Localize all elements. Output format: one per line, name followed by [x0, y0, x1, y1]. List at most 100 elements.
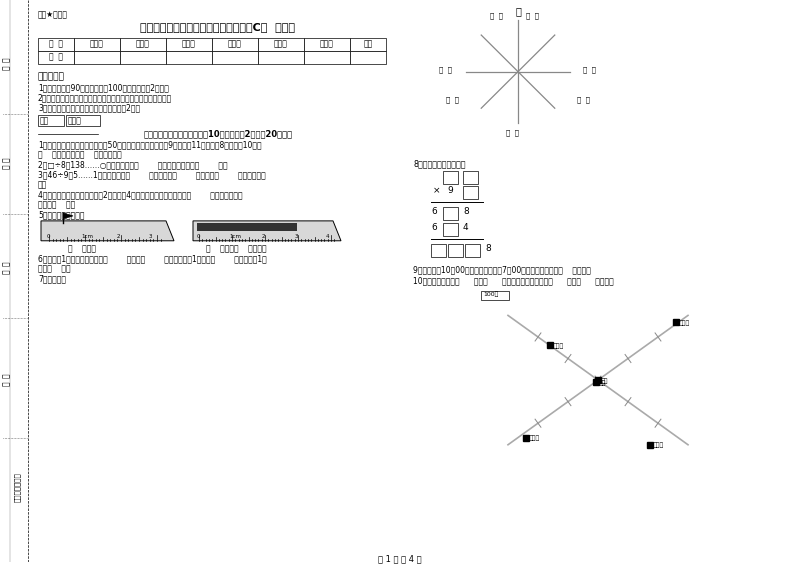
Text: 得  分: 得 分	[49, 52, 63, 61]
Bar	[448, 244, 463, 257]
Text: 学: 学	[2, 58, 10, 62]
Bar	[38, 115, 64, 127]
Text: 评卷人: 评卷人	[68, 116, 82, 125]
Text: 填空题: 填空题	[90, 40, 104, 48]
Text: 4、劳动课上做纸花，红红做了2朵纸花，4朵蓝花，红花占纸花总数的（        ），蓝花占纸花: 4、劳动课上做纸花，红红做了2朵纸花，4朵蓝花，红花占纸花总数的（ ），蓝花占纸…	[38, 190, 242, 199]
Text: 一、用心思考，正确填空（共10小题，每题2分，共20分）。: 一、用心思考，正确填空（共10小题，每题2分，共20分）。	[143, 129, 293, 138]
Bar	[431, 244, 446, 257]
Bar	[443, 171, 458, 184]
Text: 4: 4	[463, 223, 469, 232]
Text: 1、体育老师对第一小组同学进行50米跑测试，成绩如下小红9秒，小温11秒，小明8秒，小军10秒，: 1、体育老师对第一小组同学进行50米跑测试，成绩如下小红9秒，小温11秒，小明8…	[38, 140, 262, 149]
Text: （  ）: （ ）	[577, 97, 590, 103]
Bar	[304, 38, 350, 51]
Text: 6、分针走1小格，秒针正好走（        ），是（        ）秒，分针走1大格是（        ），时针走1大: 6、分针走1小格，秒针正好走（ ），是（ ）秒，分针走1大格是（ ），时针走1大	[38, 255, 266, 264]
Text: （  ）: （ ）	[446, 97, 459, 103]
Text: 格是（    ）。: 格是（ ）。	[38, 264, 70, 273]
Text: 3: 3	[295, 234, 298, 239]
Bar	[443, 223, 458, 236]
Bar	[463, 186, 478, 199]
Text: 0: 0	[197, 234, 201, 239]
Text: 题  号: 题 号	[49, 40, 63, 48]
Text: ）。: ）。	[38, 180, 47, 189]
Text: 3: 3	[149, 234, 153, 239]
Text: 北: 北	[515, 6, 521, 16]
Text: 学: 学	[2, 374, 10, 379]
Text: （    ）跑得最快，（    ）跑得最慢。: （ ）跑得最快，（ ）跑得最慢。	[38, 150, 122, 159]
Text: （  ）: （ ）	[583, 67, 596, 73]
Text: 5、量出钉子的长度。: 5、量出钉子的长度。	[38, 210, 85, 219]
Text: 10、小红家在学校（      ）方（      ）米处，小明家在学校（      ）方（      ）米处。: 10、小红家在学校（ ）方（ ）米处，小明家在学校（ ）方（ ）米处。	[413, 277, 614, 285]
Text: 2、请首先按要求在试卷的指定位置填写您的姓名、班级、学号。: 2、请首先按要求在试卷的指定位置填写您的姓名、班级、学号。	[38, 94, 172, 102]
Bar	[120, 38, 166, 51]
Text: 7、填一填。: 7、填一填。	[38, 275, 66, 284]
Text: 100米: 100米	[483, 292, 498, 297]
Text: 8: 8	[485, 244, 490, 253]
Polygon shape	[41, 221, 174, 241]
Bar	[465, 244, 480, 257]
Bar	[258, 38, 304, 51]
Bar	[463, 171, 478, 184]
Bar	[38, 38, 74, 51]
Bar	[350, 38, 386, 51]
Text: 总数的（    ）。: 总数的（ ）。	[38, 200, 75, 209]
Text: 江西版三年级数学下学期开学检测试卷C卷  附解析: 江西版三年级数学下学期开学检测试卷C卷 附解析	[141, 22, 295, 32]
Bar	[166, 51, 212, 64]
Text: 2: 2	[117, 234, 121, 239]
Text: 应用题: 应用题	[320, 40, 334, 48]
Text: 6: 6	[431, 207, 437, 216]
Text: 总分: 总分	[363, 40, 373, 48]
Text: 8: 8	[463, 207, 469, 216]
Text: （  ）: （ ）	[506, 129, 519, 136]
Bar	[443, 207, 458, 220]
Bar	[481, 290, 509, 301]
Text: 9、小林晚上10：00睡觉，第二天早上7：00起床，他一共睡了（    ）小时。: 9、小林晚上10：00睡觉，第二天早上7：00起床，他一共睡了（ ）小时。	[413, 266, 591, 275]
Text: （    ）厘米（    ）毫米。: （ ）厘米（ ）毫米。	[206, 245, 266, 254]
Bar	[38, 51, 74, 64]
Text: （  ）: （ ）	[490, 12, 503, 19]
Bar	[350, 51, 386, 64]
Text: 计算题: 计算题	[228, 40, 242, 48]
Text: 得分: 得分	[40, 116, 50, 125]
Text: ×: ×	[433, 186, 441, 195]
Text: 判断题: 判断题	[182, 40, 196, 48]
Text: 1cm: 1cm	[229, 234, 241, 239]
Text: 小明家: 小明家	[653, 443, 664, 449]
Text: （    ）毫米: （ ）毫米	[68, 245, 96, 254]
Text: 小明家: 小明家	[529, 436, 540, 441]
Text: （  ）: （ ）	[526, 12, 539, 19]
Text: 3、不要在试卷上乱写乱画，卷面不整洁扣2分。: 3、不要在试卷上乱写乱画，卷面不整洁扣2分。	[38, 103, 140, 112]
Text: 装订线（密封）: 装订线（密封）	[14, 473, 20, 502]
Text: 1cm: 1cm	[81, 234, 93, 239]
Text: 绝密★启用前: 绝密★启用前	[38, 10, 68, 19]
Bar	[166, 38, 212, 51]
Polygon shape	[63, 213, 73, 219]
Text: 0: 0	[47, 234, 50, 239]
Text: 小明家: 小明家	[679, 320, 690, 326]
Text: 6: 6	[431, 223, 437, 232]
Text: 第 1 页 共 4 页: 第 1 页 共 4 页	[378, 554, 422, 563]
Text: 综合题: 综合题	[274, 40, 288, 48]
Text: 1、考试时间：90分钟，满分为100分（含卷面分2分）。: 1、考试时间：90分钟，满分为100分（含卷面分2分）。	[38, 84, 169, 93]
Text: 号: 号	[2, 66, 10, 70]
Text: 学校: 学校	[599, 380, 606, 386]
Text: 级: 级	[2, 165, 10, 170]
Text: （  ）: （ ）	[439, 67, 452, 73]
Bar	[304, 51, 350, 64]
Bar	[74, 51, 120, 64]
Text: 2: 2	[262, 234, 266, 239]
Bar	[74, 38, 120, 51]
Text: 班: 班	[2, 157, 10, 162]
Bar	[197, 223, 297, 231]
Bar	[66, 115, 100, 127]
Text: 姓: 姓	[2, 262, 10, 266]
Bar	[258, 51, 304, 64]
Text: 3、46÷9＝5……1中，被除数是（        ），除数是（        ），商是（        ），余数是（: 3、46÷9＝5……1中，被除数是（ ），除数是（ ），商是（ ），余数是（	[38, 170, 266, 179]
Text: 选择题: 选择题	[136, 40, 150, 48]
Polygon shape	[193, 221, 341, 241]
Bar	[120, 51, 166, 64]
Text: 小红家: 小红家	[553, 344, 564, 349]
Text: 学校: 学校	[601, 378, 609, 384]
Text: 校: 校	[2, 382, 10, 386]
Text: 8、在里填上适当的数。: 8、在里填上适当的数。	[413, 159, 466, 168]
Text: 2、□÷8＝138……○，余数最大填（        ），这时被除数是（        ）。: 2、□÷8＝138……○，余数最大填（ ），这时被除数是（ ）。	[38, 160, 228, 169]
